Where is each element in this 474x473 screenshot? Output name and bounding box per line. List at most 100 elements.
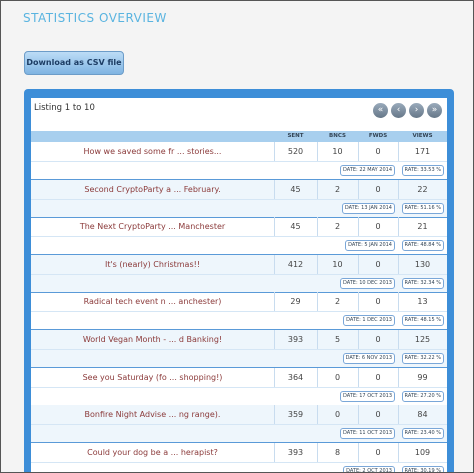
cell-fwds: 0: [375, 447, 381, 457]
page-title: STATISTICS OVERVIEW: [23, 11, 167, 25]
date-badge: DATE: 22 MAY 2014: [340, 165, 395, 176]
cell-bncs: 2: [334, 184, 341, 194]
cell-bncs: 8: [334, 447, 341, 457]
vsep: [358, 292, 359, 312]
date-badge: DATE: 17 OCT 2013: [339, 390, 395, 402]
vsep: [398, 179, 399, 199]
cell-sent: 520: [287, 147, 304, 156]
cell-fwds: 0: [375, 147, 381, 156]
cell-bncs: 10: [332, 259, 343, 269]
cell-bncs: 5: [334, 335, 341, 344]
row-separator: [31, 404, 447, 406]
cell-sent: 45: [290, 184, 301, 194]
cell-fwds: 0: [375, 372, 381, 382]
row-title: Radical tech event n ... anchester): [83, 297, 222, 307]
row-title: Bonfire Night Advise ... ng range).: [84, 410, 221, 420]
row-separator: [31, 179, 447, 180]
cell-sent: 29: [290, 297, 301, 307]
date-badge: DATE: 6 NOV 2013: [342, 353, 395, 364]
cell-fwds: 0: [375, 222, 381, 232]
cell-sent: 364: [287, 372, 304, 382]
vsep: [358, 367, 359, 387]
vsep: [317, 292, 318, 312]
row-separator: [31, 367, 447, 368]
row-separator: [31, 442, 447, 444]
rate-badge: RATE: 23.40 %: [401, 428, 444, 440]
vsep: [358, 254, 359, 274]
prev-page[interactable]: ‹: [391, 103, 406, 118]
vsep: [398, 254, 399, 274]
download-button[interactable]: Download as CSV file: [24, 51, 124, 75]
cell-views: 171: [414, 147, 431, 156]
vsep: [274, 330, 275, 349]
cell-sent: 412: [287, 259, 304, 269]
rate-badge: RATE: 27.20 %: [401, 390, 444, 402]
row-title: It's (nearly) Christmas!!: [104, 259, 201, 269]
rate-badge: RATE: 30.19 %: [401, 465, 444, 472]
rate-badge: RATE: 48.84 %: [401, 240, 444, 252]
vsep: [358, 217, 359, 237]
cell-sent: 393: [287, 335, 304, 344]
cell-views: 13: [417, 297, 428, 307]
date-badge: DATE: 2 OCT 2013: [343, 465, 395, 472]
rate-badge: RATE: 33.53 %: [401, 165, 444, 176]
row-title: The Next CryptoParty ... Manchester: [79, 222, 226, 232]
vsep: [274, 442, 275, 462]
date-badge: DATE: 11 OCT 2013: [339, 428, 395, 440]
last-page[interactable]: »: [427, 103, 442, 118]
vsep: [358, 442, 359, 462]
vsep: [358, 142, 359, 161]
row-divider: [31, 273, 447, 275]
cell-fwds: 0: [375, 335, 381, 344]
row-divider: [31, 161, 447, 162]
first-page[interactable]: «: [373, 103, 388, 118]
row-divider: [31, 461, 447, 463]
row-separator: [31, 216, 447, 218]
vsep: [398, 405, 399, 425]
cell-views: 84: [417, 410, 428, 420]
vsep: [274, 217, 275, 237]
vsep: [274, 292, 275, 312]
vsep: [317, 405, 318, 425]
cell-views: 125: [414, 335, 431, 344]
vsep: [358, 179, 359, 199]
row-title: See you Saturday (fo ... shopping!): [82, 372, 223, 382]
cell-bncs: 10: [332, 147, 343, 156]
vsep: [274, 367, 275, 387]
vsep: [398, 142, 399, 161]
vsep: [398, 217, 399, 237]
vsep: [274, 179, 275, 199]
vsep: [317, 142, 318, 161]
cell-fwds: 0: [375, 259, 381, 269]
cell-views: 21: [417, 222, 428, 232]
row-title: How we saved some fr ... stories...: [83, 147, 222, 156]
cell-fwds: 0: [375, 184, 381, 194]
column-header: SENT: [287, 133, 304, 139]
row-separator: [31, 291, 447, 293]
next-page[interactable]: ›: [409, 103, 424, 118]
cell-sent: 393: [287, 447, 304, 457]
vsep: [317, 330, 318, 349]
row-divider: [31, 349, 447, 350]
date-badge: DATE: 5 JAN 2014: [345, 240, 395, 252]
cell-bncs: 2: [334, 222, 341, 232]
vsep: [358, 330, 359, 349]
cell-views: 109: [414, 447, 431, 457]
table-header: [31, 131, 447, 142]
column-header: VIEWS: [412, 133, 433, 139]
row-divider: [31, 236, 447, 238]
date-badge: DATE: 1 DEC 2013: [343, 315, 395, 327]
cell-views: 22: [417, 184, 428, 194]
row-divider: [31, 311, 447, 313]
cell-bncs: 0: [334, 372, 341, 382]
cell-fwds: 0: [375, 297, 381, 307]
vsep: [398, 292, 399, 312]
date-badge: DATE: 10 DEC 2013: [339, 277, 395, 289]
cell-fwds: 0: [375, 410, 381, 420]
row-title: Could your dog be a ... herapist?: [87, 447, 218, 457]
vsep: [274, 142, 275, 161]
row-divider: [31, 424, 447, 426]
row-title: Second CryptoParty a ... February.: [84, 184, 221, 194]
cell-views: 130: [414, 259, 431, 269]
vsep: [317, 179, 318, 199]
